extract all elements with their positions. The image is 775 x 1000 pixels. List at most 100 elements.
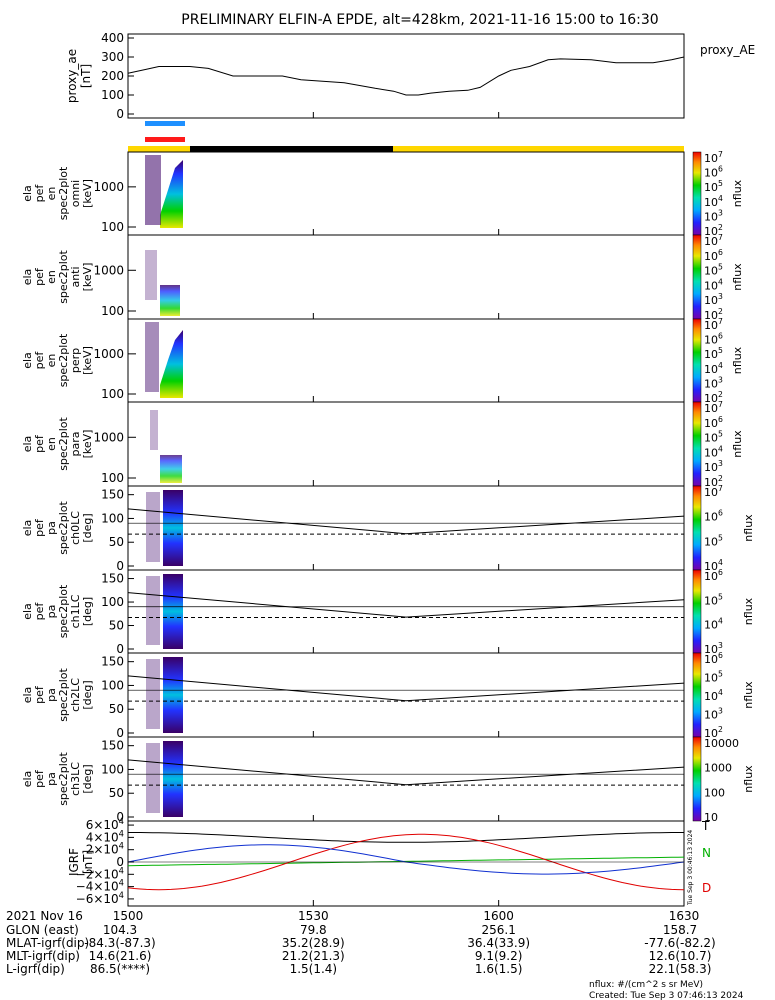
pitch-ylabel-line: pef <box>33 769 46 788</box>
pitch-colorbar-tick: 105 <box>704 592 723 607</box>
pitch-ytick-label: 0 <box>116 726 124 740</box>
energy-ylabel-line: ela <box>21 352 34 369</box>
orbit-row-name: MLT-igrf(dip) <box>6 949 80 963</box>
orbit-bar-gold-2 <box>393 146 684 152</box>
pitch-ylabel-line: [deg] <box>81 680 94 709</box>
energy-colorbar-tick: 107 <box>704 233 723 248</box>
pitch-ytick-label: 50 <box>109 786 124 800</box>
igrf-ytick-label: 0 <box>116 855 124 869</box>
energy-ylabel-line: ela <box>21 436 34 453</box>
para-speckle <box>150 410 158 450</box>
pitch-ylabel-line: pa <box>45 688 58 702</box>
pitch-losscone-line <box>127 759 685 786</box>
pitch-ylabel-line: ela <box>21 687 34 704</box>
pitch-ylabel-line: ch1LC <box>69 594 82 628</box>
igrf-legend-D: D <box>702 881 711 895</box>
energy-ytick-label: 100 <box>101 471 124 485</box>
pitch-ylabel-line: spec2plot <box>57 752 70 806</box>
energy-colorbar-tick: 106 <box>704 332 723 347</box>
orbit-row-value: 12.6(10.7) <box>649 949 712 963</box>
energy-colorbar-label: nflux <box>731 179 744 207</box>
igrf-N-line <box>127 856 685 867</box>
pitch-ytick-label: 100 <box>101 511 124 525</box>
igrf-ylabel-2: [nT] <box>81 850 95 874</box>
pitch-ylabel-line: ela <box>21 520 34 537</box>
orbit-row-value: 86.5(****) <box>90 962 150 976</box>
orbit-row-value: 256.1 <box>481 923 515 937</box>
pitch-colorbar-tick: 106 <box>704 651 723 666</box>
igrf-ytick-label: 2×104 <box>86 841 124 857</box>
ae-y-ticks: 400 300 200 100 0 <box>101 31 134 121</box>
energy-panel-para <box>127 401 685 487</box>
energy-colorbar-tick: 107 <box>704 317 723 332</box>
pitch-colorbar-tick: 10 <box>704 811 718 824</box>
pitch-speckle <box>146 743 160 813</box>
omni-burst <box>160 160 183 228</box>
pitch-colorbar-tick: 104 <box>704 617 723 632</box>
energy-colorbar-label: nflux <box>731 430 744 458</box>
igrf-legend-N: N <box>702 846 711 860</box>
pitch-colorbar <box>692 652 702 738</box>
pitch-ylabel-line: ch0LC <box>69 511 82 545</box>
science-zone-red-bar <box>145 137 185 142</box>
pitch-speckle <box>146 659 160 729</box>
orbit-row-value: 36.4(33.9) <box>467 936 530 950</box>
energy-ylabel-line: en <box>45 354 58 368</box>
pitch-burst <box>163 741 183 817</box>
pitch-ytick-label: 150 <box>101 488 124 502</box>
pitch-ytick-label: 100 <box>101 762 124 776</box>
energy-ylabel-line: pef <box>33 184 46 203</box>
omni-frame <box>127 151 685 236</box>
pitch-ytick-label: 150 <box>101 572 124 586</box>
ae-frame <box>127 33 685 119</box>
anti-burst <box>160 285 180 316</box>
igrf-ylabel-1: IGRF <box>67 848 81 876</box>
orbit-row-value: 14.6(21.6) <box>89 949 152 963</box>
pitch-ylabel-line: ch2LC <box>69 678 82 712</box>
orbit-row-value: 79.8 <box>300 923 327 937</box>
orbit-date: 2021 Nov 16 <box>6 909 83 923</box>
orbit-table: 2021 Nov 16 GLON (east) 104.3 79.8 256.1 158… <box>6 909 716 976</box>
plot-title: PRELIMINARY ELFIN-A EPDE, alt=428km, 202… <box>181 12 658 28</box>
orbit-row-name: GLON (east) <box>6 923 79 937</box>
energy-colorbar-label: nflux <box>731 263 744 291</box>
igrf-frame <box>127 820 685 907</box>
energy-ylabel-line: perp <box>69 348 82 373</box>
pitch-colorbar <box>692 485 702 571</box>
energy-ytick-label: 1000 <box>93 263 124 277</box>
energy-ylabel-line: spec2plot <box>57 250 70 304</box>
pitch-ytick-label: 50 <box>109 619 124 633</box>
pitch-ytick-label: 0 <box>116 810 124 824</box>
pitch-ytick-label: 150 <box>101 655 124 669</box>
omni-speckle <box>145 155 161 225</box>
energy-ylabel-line: ela <box>21 185 34 202</box>
x-tick-label: 1500 <box>113 909 144 923</box>
pitch-frame <box>127 485 685 571</box>
ae-line <box>127 56 685 96</box>
pitch-colorbar-tick: 103 <box>704 707 723 722</box>
pitch-ytick-label: 100 <box>101 678 124 692</box>
orbit-row-value: 158.7 <box>663 923 697 937</box>
energy-colorbar-label: nflux <box>731 346 744 374</box>
energy-ylabel-line: [keV] <box>81 346 94 375</box>
ae-ytick-label: 0 <box>116 107 124 121</box>
energy-colorbar-tick: 103 <box>704 208 723 223</box>
igrf-D-line <box>127 833 685 891</box>
pitch-colorbar-tick: 106 <box>704 568 723 583</box>
x-tick-label: 1630 <box>669 909 700 923</box>
energy-colorbar-tick: 107 <box>704 400 723 415</box>
pitch-colorbar-tick: 10000 <box>704 737 739 750</box>
pitch-ylabel-line: pa <box>45 605 58 619</box>
orbit-row-name: MLAT-igrf(dip) <box>6 936 89 950</box>
para-frame <box>127 401 685 487</box>
igrf-ytick-label: 4×104 <box>86 828 124 844</box>
orbit-row-value: -77.6(-82.2) <box>644 936 715 950</box>
energy-colorbar <box>692 151 702 236</box>
orbit-bar-black <box>190 146 393 152</box>
pitch-ylabel-line: pef <box>33 685 46 704</box>
pitch-colorbar-tick: 104 <box>704 688 723 703</box>
energy-ylabel-line: spec2plot <box>57 166 70 220</box>
ae-ytick-label: 200 <box>101 69 124 83</box>
energy-colorbar-tick: 107 <box>704 150 723 165</box>
